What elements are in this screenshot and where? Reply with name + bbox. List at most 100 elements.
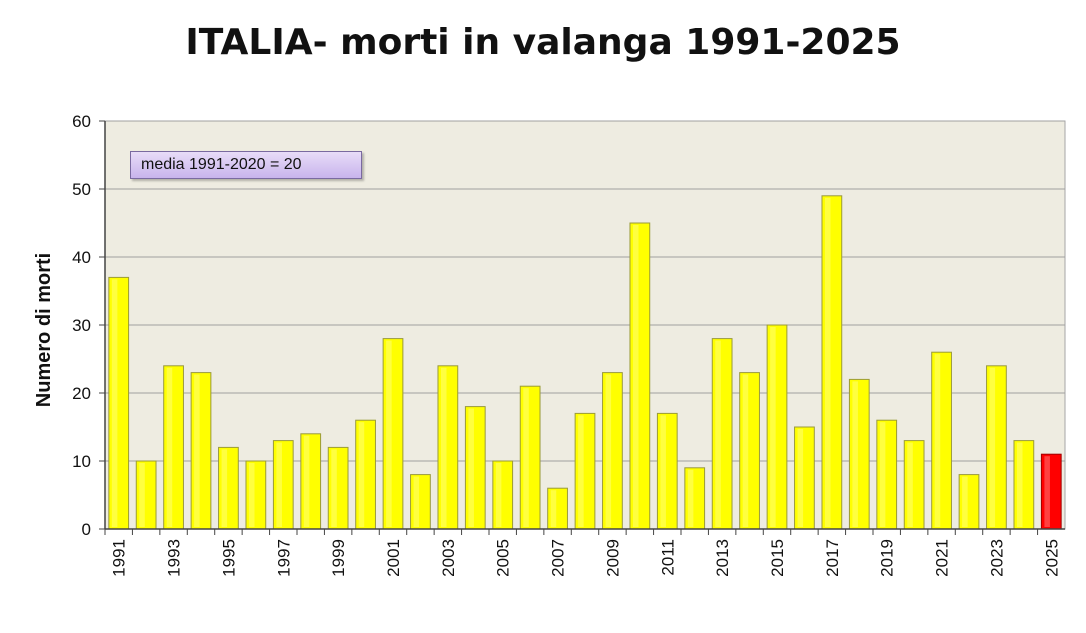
bar-shine	[1016, 442, 1023, 527]
bar-shine	[742, 374, 749, 527]
y-tick-label: 50	[72, 180, 91, 199]
bar-2018	[848, 378, 870, 530]
y-tick-label: 60	[72, 112, 91, 131]
x-tick-label: 2013	[713, 539, 732, 577]
bar-2016	[794, 426, 815, 530]
bar-shine	[852, 381, 858, 527]
y-tick-label: 30	[72, 316, 91, 335]
bar-shine	[166, 367, 173, 527]
bar-shine	[632, 225, 639, 527]
x-tick-label: 2015	[768, 539, 787, 577]
y-tick-label: 10	[72, 452, 91, 471]
x-tick-label: 2003	[439, 539, 458, 577]
bar-1999	[327, 446, 349, 530]
bar-2012	[684, 467, 706, 530]
x-tick-label: 2005	[494, 539, 513, 577]
bar-shine	[413, 476, 420, 527]
bar-2005	[492, 460, 514, 530]
bar-shine	[276, 442, 282, 527]
bar-shine	[660, 415, 666, 527]
bar-shine	[303, 435, 310, 527]
x-tick-label: 2021	[933, 539, 952, 577]
x-tick-label: 2009	[603, 539, 622, 577]
bar-2024	[1013, 440, 1035, 530]
bar-2010	[629, 222, 651, 530]
y-axis-label: Numero di morti	[33, 253, 55, 407]
x-tick-label: 2019	[878, 539, 897, 577]
bar-shine	[770, 327, 776, 527]
y-tick-label: 20	[72, 384, 91, 403]
bar-shine	[550, 490, 557, 527]
gridlines	[105, 120, 1065, 462]
y-axis-ticks: 0 10 20 30 40 50 60	[72, 112, 105, 539]
bar-2002	[410, 474, 431, 530]
bar-shine	[468, 408, 474, 527]
bar-shine	[495, 463, 502, 527]
bar-2014	[739, 372, 760, 530]
bar-2025	[1040, 453, 1062, 530]
y-tick-label: 40	[72, 248, 91, 267]
bar-shine	[824, 197, 831, 528]
chart-title: ITALIA- morti in valanga 1991-2025	[185, 22, 901, 63]
bar-shine	[248, 463, 255, 527]
x-tick-label: 2001	[384, 539, 403, 577]
bar-2013	[711, 338, 733, 530]
bar-shine	[440, 367, 447, 527]
bar-shine	[989, 367, 996, 527]
bar-1997	[272, 440, 294, 530]
bar-2009	[602, 372, 623, 530]
bar-1995	[218, 446, 239, 530]
bar-1992	[135, 460, 157, 530]
bar-1991	[108, 276, 130, 530]
bar-2022	[958, 474, 980, 530]
bar-2021	[931, 351, 952, 530]
bar-shine	[358, 422, 365, 527]
bar-shine	[797, 429, 804, 527]
x-tick-label: 1993	[165, 539, 184, 577]
bar-shine	[331, 449, 337, 527]
bar-1994	[190, 372, 212, 530]
x-tick-label: 2011	[658, 539, 677, 576]
x-tick-label: 2007	[549, 539, 568, 577]
bar-shine	[194, 374, 200, 527]
bar-2008	[574, 412, 596, 530]
bar-2020	[903, 440, 925, 530]
bar-2011	[656, 412, 678, 530]
bar-shine	[962, 476, 968, 527]
bar-2019	[876, 419, 898, 530]
bar-2001	[382, 338, 404, 530]
y-tick-label: 0	[82, 520, 91, 539]
bar-2006	[519, 385, 541, 530]
bar-shine	[907, 442, 913, 527]
bar-shine	[687, 469, 694, 527]
x-tick-label: 1999	[329, 539, 348, 577]
x-tick-label: 2017	[823, 539, 842, 577]
x-axis-ticks: 1991 1993 1995 1997 1999 2001 2003 2005 2007 2009…	[104, 529, 1061, 577]
bar-2003	[437, 365, 459, 530]
x-tick-label: 1995	[219, 539, 238, 577]
bar-shine	[139, 463, 145, 527]
average-annotation: media 1991-2020 = 20	[130, 151, 362, 179]
bar-2000	[355, 419, 376, 530]
x-tick-label: 1991	[110, 539, 129, 577]
x-tick-label: 2025	[1042, 539, 1061, 577]
bar-2004	[464, 406, 486, 530]
x-tick-label: 2023	[987, 539, 1006, 577]
bar-shine	[386, 340, 392, 527]
bar-1998	[300, 433, 322, 530]
x-tick-label: 1997	[274, 539, 293, 577]
bar-shine	[221, 449, 228, 527]
bar-shine	[1044, 456, 1050, 527]
bar-2007	[547, 487, 568, 530]
bar-shine	[523, 388, 529, 527]
bar-shine	[605, 374, 612, 527]
bar-shine	[715, 340, 721, 527]
bar-shine	[111, 279, 118, 527]
bar-1993	[163, 365, 184, 530]
bars	[108, 195, 1062, 530]
bar-shine	[578, 415, 584, 527]
bar-2015	[766, 324, 788, 530]
bar-shine	[934, 354, 941, 527]
bar-2017	[821, 195, 843, 530]
